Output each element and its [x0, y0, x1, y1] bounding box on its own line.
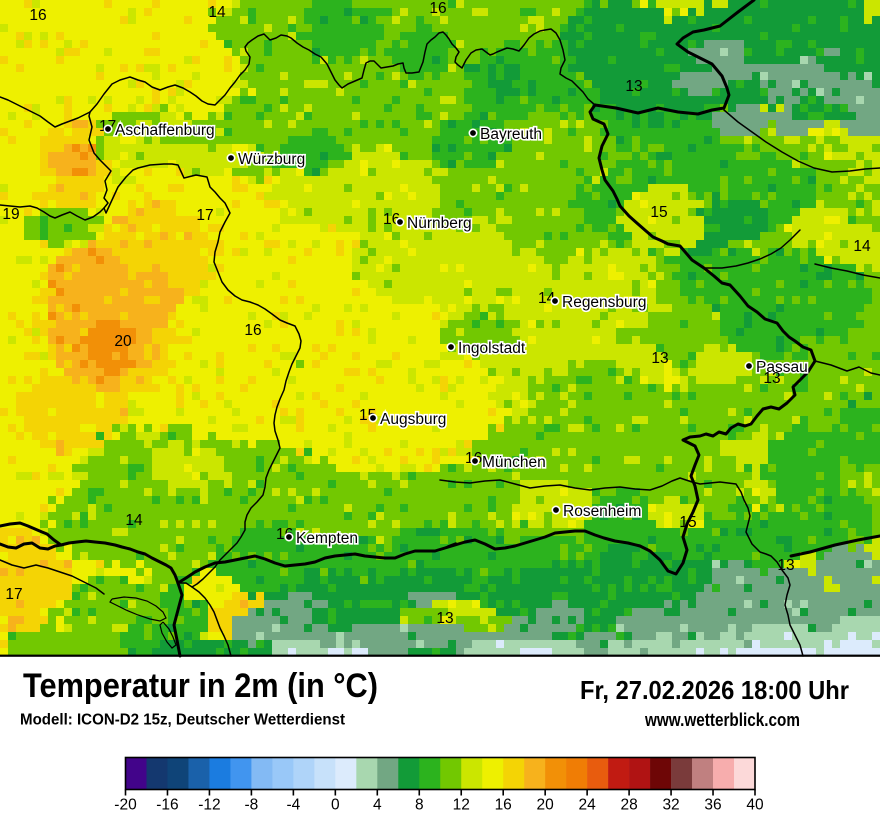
svg-text:16: 16 [495, 797, 512, 814]
svg-text:Regensburg: Regensburg [562, 294, 646, 311]
svg-text:München: München [482, 454, 546, 471]
svg-text:36: 36 [704, 797, 721, 814]
svg-text:13: 13 [436, 610, 453, 627]
svg-text:Rosenheim: Rosenheim [563, 503, 641, 520]
svg-text:-8: -8 [245, 797, 259, 814]
svg-text:16: 16 [244, 322, 261, 339]
svg-text:28: 28 [620, 797, 637, 814]
svg-text:14: 14 [125, 512, 143, 529]
svg-text:Temperatur in 2m (in °C): Temperatur in 2m (in °C) [23, 667, 378, 705]
svg-text:-16: -16 [156, 797, 178, 814]
svg-text:14: 14 [208, 4, 226, 21]
svg-text:32: 32 [662, 797, 679, 814]
svg-text:17: 17 [5, 586, 22, 603]
svg-text:14: 14 [853, 238, 871, 255]
svg-text:Ingolstadt: Ingolstadt [458, 340, 526, 357]
svg-text:Würzburg: Würzburg [238, 151, 305, 168]
svg-text:20: 20 [537, 797, 555, 814]
svg-text:Bayreuth: Bayreuth [480, 126, 542, 143]
svg-text:Augsburg: Augsburg [380, 411, 446, 428]
svg-text:Kempten: Kempten [296, 530, 358, 547]
svg-text:17: 17 [196, 207, 213, 224]
svg-text:Fr, 27.02.2026 18:00 Uhr: Fr, 27.02.2026 18:00 Uhr [580, 675, 849, 705]
svg-text:40: 40 [746, 797, 764, 814]
svg-text:16: 16 [29, 7, 46, 24]
svg-text:Passau: Passau [756, 359, 808, 376]
svg-text:12: 12 [453, 797, 470, 814]
svg-text:13: 13 [763, 370, 780, 387]
svg-text:15: 15 [650, 204, 667, 221]
svg-text:8: 8 [415, 797, 424, 814]
svg-text:16: 16 [429, 0, 446, 17]
svg-text:13: 13 [625, 78, 642, 95]
svg-text:Nürnberg: Nürnberg [407, 215, 472, 232]
svg-text:Modell: ICON-D2 15z, Deutscher: Modell: ICON-D2 15z, Deutscher Wetterdie… [20, 712, 346, 729]
svg-text:13: 13 [777, 557, 794, 574]
svg-text:-20: -20 [114, 797, 137, 814]
svg-text:-12: -12 [198, 797, 220, 814]
svg-text:15: 15 [679, 514, 696, 531]
svg-text:0: 0 [331, 797, 340, 814]
svg-text:13: 13 [651, 350, 668, 367]
svg-text:-4: -4 [286, 797, 300, 814]
svg-text:www.wetterblick.com: www.wetterblick.com [644, 710, 800, 730]
svg-text:4: 4 [373, 797, 382, 814]
svg-text:Aschaffenburg: Aschaffenburg [115, 122, 215, 139]
svg-text:19: 19 [2, 206, 19, 223]
svg-text:20: 20 [114, 333, 132, 350]
svg-text:24: 24 [579, 797, 597, 814]
